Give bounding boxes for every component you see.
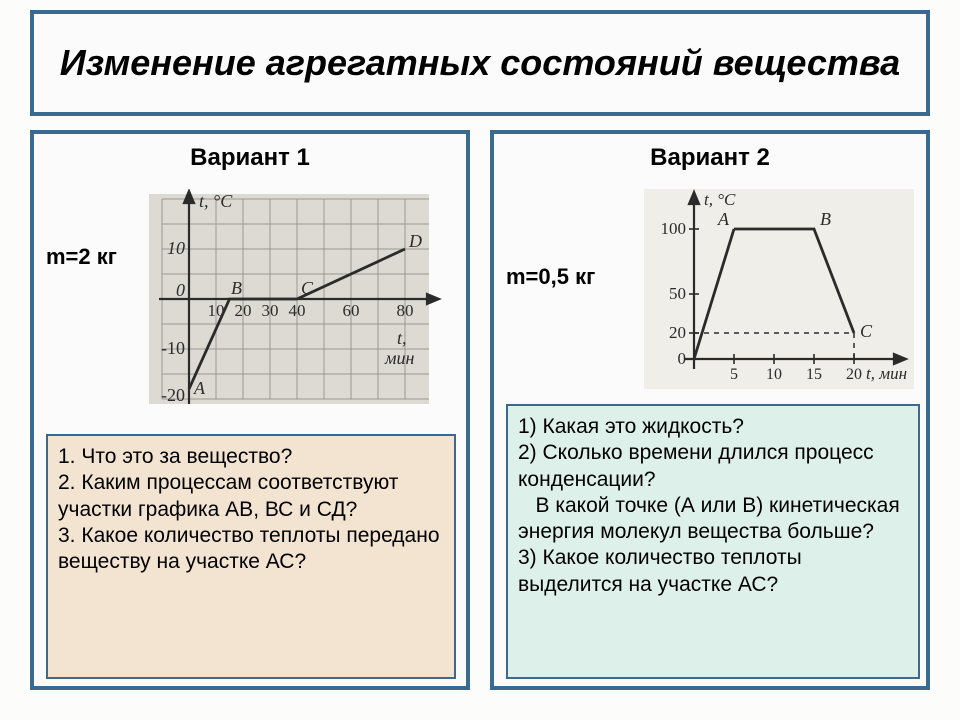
- svg-text:5: 5: [730, 366, 738, 383]
- svg-text:20: 20: [846, 366, 862, 383]
- q1-3: 3. Какое количество теплоты передано вещ…: [58, 523, 444, 576]
- svg-text:t, °C: t, °C: [199, 191, 233, 211]
- svg-text:20: 20: [669, 323, 686, 342]
- svg-text:C: C: [301, 278, 314, 298]
- svg-text:t,: t,: [397, 328, 407, 348]
- q2-1: 1) Какая это жидкость?: [518, 414, 908, 440]
- svg-text:-20: -20: [161, 385, 185, 405]
- svg-text:t, °C: t, °C: [704, 190, 736, 209]
- variant-2-chart: 0 20 50 100 5 10 15 20 t, °C t, мин: [644, 189, 914, 389]
- q2-2: 2) Сколько времени длился процесс конден…: [518, 440, 908, 493]
- svg-text:0: 0: [678, 349, 687, 368]
- svg-text:100: 100: [661, 219, 687, 238]
- variant-2-questions: 1) Какая это жидкость? 2) Сколько времен…: [506, 404, 920, 679]
- svg-text:20: 20: [235, 301, 252, 320]
- q2-3: 3) Какое количество теплоты выделится на…: [518, 545, 908, 598]
- variant-2-title: Вариант 2: [494, 144, 926, 172]
- svg-text:D: D: [408, 231, 422, 251]
- variant-1-title: Вариант 1: [34, 144, 466, 172]
- variant-1-chart: 10 0 -10 -20 10 20 30 40 60 80 t, °C t, …: [149, 189, 449, 409]
- svg-text:C: C: [860, 321, 873, 341]
- svg-text:10: 10: [167, 238, 185, 258]
- svg-text:t, мин: t, мин: [866, 364, 907, 383]
- variant-2-mass: m=0,5 кг: [506, 264, 595, 290]
- svg-text:60: 60: [343, 301, 360, 320]
- variant-2-panel: Вариант 2 m=0,5 кг 0 20 50 100: [490, 130, 930, 690]
- svg-text:40: 40: [289, 301, 306, 320]
- page-title: Изменение агрегатных состояний вещества: [60, 41, 900, 84]
- svg-text:B: B: [820, 209, 831, 229]
- svg-text:A: A: [717, 209, 730, 229]
- variant-1-mass: m=2 кг: [46, 244, 117, 270]
- svg-text:A: A: [193, 378, 206, 398]
- q1-1: 1. Что это за вещество?: [58, 444, 444, 470]
- variant-1-questions: 1. Что это за вещество? 2. Каким процесс…: [46, 434, 456, 679]
- svg-text:0: 0: [176, 280, 185, 300]
- svg-text:-10: -10: [161, 338, 185, 358]
- variant-1-panel: Вариант 1 m=2 кг: [30, 130, 470, 690]
- q2-2b: В какой точке (А или В) кинетическая эне…: [518, 493, 908, 546]
- q1-2: 2. Каким процессам соответствуют участки…: [58, 470, 444, 523]
- svg-text:80: 80: [397, 301, 414, 320]
- page-title-box: Изменение агрегатных состояний вещества: [30, 10, 930, 116]
- svg-text:50: 50: [669, 284, 686, 303]
- svg-text:B: B: [231, 278, 242, 298]
- svg-text:15: 15: [806, 366, 822, 383]
- svg-text:30: 30: [262, 301, 279, 320]
- svg-text:мин: мин: [384, 348, 414, 368]
- svg-text:10: 10: [766, 366, 782, 383]
